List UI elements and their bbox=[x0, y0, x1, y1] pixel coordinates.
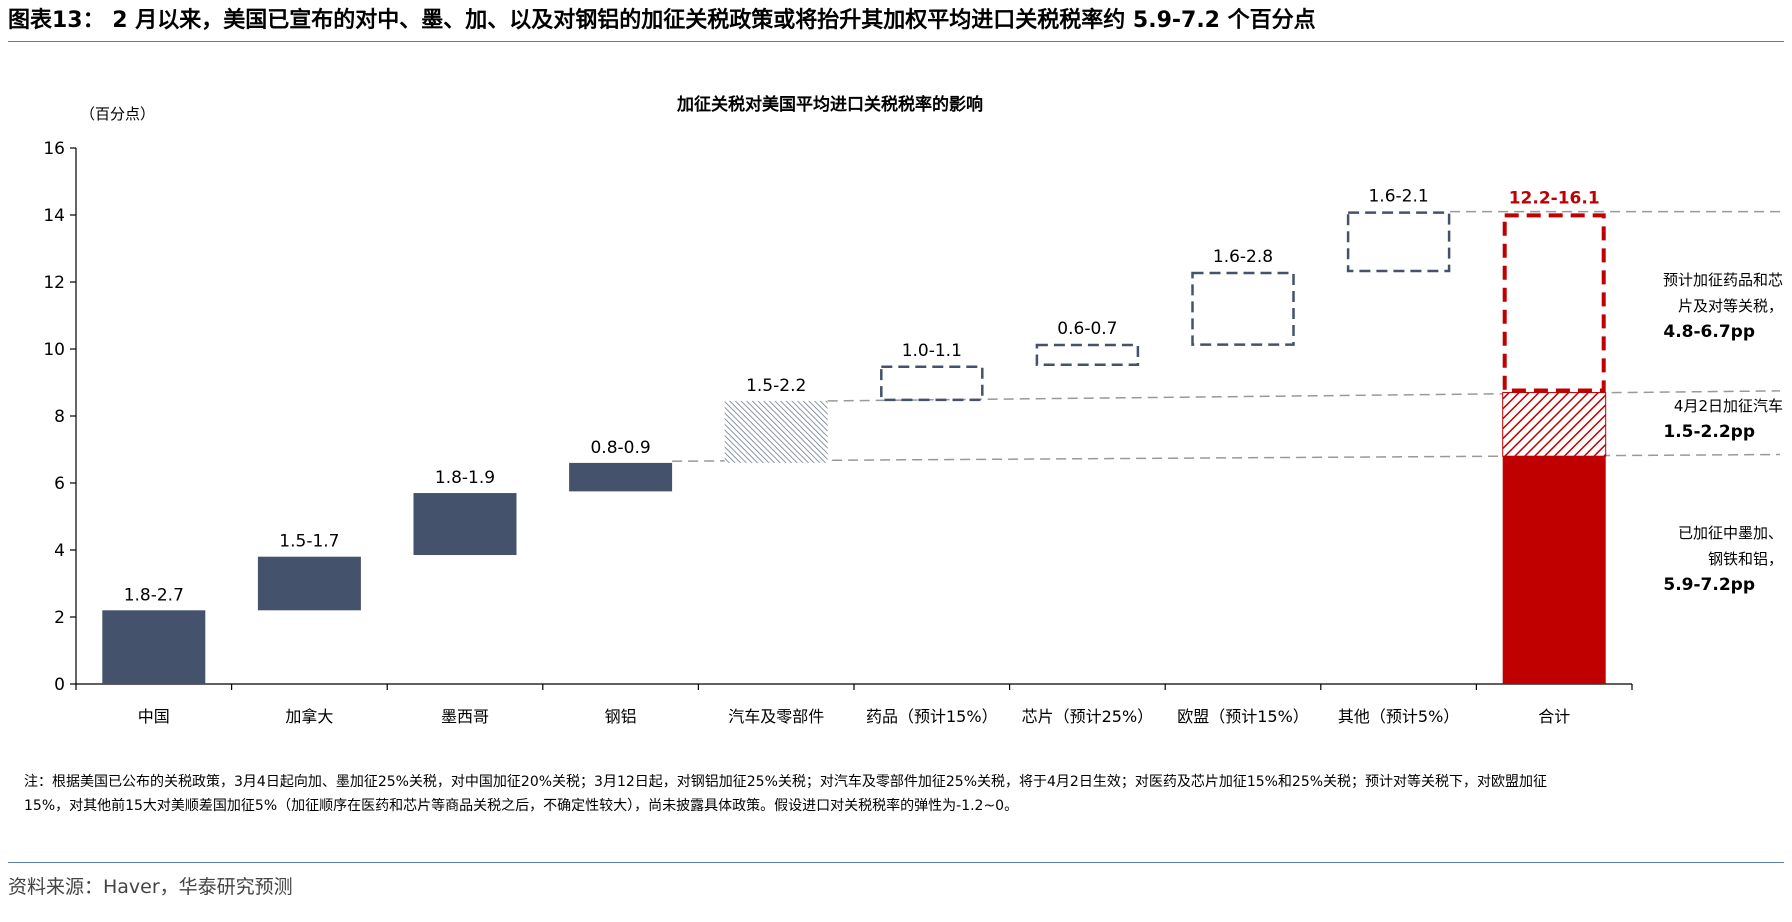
figure-title: 图表13： 2 月以来，美国已宣布的对中、墨、加、以及对钢铝的加征关税政策或将抬… bbox=[8, 8, 1316, 33]
bar-value-label: 1.6-2.1 bbox=[1368, 187, 1428, 207]
source-line: 资料来源：Haver，华泰研究预测 bbox=[8, 876, 293, 898]
x-category-label: 墨西哥 bbox=[441, 707, 489, 726]
total-bar-expected bbox=[1502, 213, 1606, 393]
x-category-label: 合计 bbox=[1538, 707, 1570, 726]
bar-value-label: 12.2-16.1 bbox=[1509, 188, 1600, 208]
waterfall-bar bbox=[413, 493, 517, 556]
y-tick-label: 14 bbox=[43, 206, 65, 226]
chart-title: 加征关税对美国平均进口关税税率的影响 bbox=[676, 94, 983, 115]
waterfall-bar-expected bbox=[1035, 343, 1140, 367]
bar-value-label: 1.0-1.1 bbox=[902, 341, 962, 361]
reference-line-autos bbox=[827, 390, 1781, 402]
bar-value-label: 1.5-1.7 bbox=[279, 532, 339, 552]
waterfall-bar-expected bbox=[1346, 211, 1451, 273]
annotation-text: 4月2日加征汽车 bbox=[1674, 397, 1783, 415]
total-bar-enacted bbox=[1502, 456, 1606, 684]
reference-line-enacted bbox=[672, 453, 1781, 462]
y-tick-label: 16 bbox=[43, 139, 65, 159]
bar-value-label: 1.5-2.2 bbox=[746, 376, 806, 396]
footnote: 注：根据美国已公布的关税政策，3月4日起向加、墨加征25%关税，对中国加征20%… bbox=[24, 774, 1548, 814]
waterfall-bar bbox=[569, 462, 673, 492]
y-axis-unit-label: （百分点） bbox=[80, 105, 155, 123]
total-bar-autos bbox=[1502, 392, 1607, 457]
x-category-label: 欧盟（预计15%） bbox=[1177, 707, 1309, 726]
y-tick-label: 2 bbox=[54, 608, 65, 628]
annotation-text: 已加征中墨加、 bbox=[1678, 524, 1783, 542]
bar-value-label: 1.8-2.7 bbox=[124, 585, 184, 605]
annotation-value: 1.5-2.2pp bbox=[1663, 422, 1755, 442]
y-tick-label: 8 bbox=[54, 407, 65, 427]
annotation-text: 钢铁和铝， bbox=[1708, 550, 1783, 568]
bar-value-label: 1.8-1.9 bbox=[435, 468, 495, 488]
bar-value-label: 1.6-2.8 bbox=[1213, 247, 1273, 267]
x-category-label: 芯片（预计25%） bbox=[1022, 707, 1154, 726]
waterfall-bar-expected bbox=[1191, 271, 1295, 346]
y-tick-label: 0 bbox=[54, 675, 65, 695]
y-tick-label: 10 bbox=[43, 340, 65, 360]
waterfall-bar bbox=[102, 610, 206, 684]
x-category-label: 其他（预计5%） bbox=[1338, 707, 1459, 726]
waterfall-bar-hatched bbox=[724, 400, 828, 463]
annotation-text: 片及对等关税， bbox=[1678, 297, 1783, 315]
bar-value-label: 0.8-0.9 bbox=[590, 438, 650, 458]
annotation-text: 预计加征药品和芯 bbox=[1663, 271, 1783, 289]
waterfall-bar bbox=[257, 556, 361, 611]
y-tick-label: 12 bbox=[43, 273, 65, 293]
figure-title-bar: 图表13： 2 月以来，美国已宣布的对中、墨、加、以及对钢铝的加征关税政策或将抬… bbox=[8, 6, 1784, 42]
footer-divider bbox=[8, 862, 1784, 863]
x-category-label: 药品（预计15%） bbox=[866, 707, 998, 726]
bar-value-label: 0.6-0.7 bbox=[1057, 319, 1117, 339]
tariff-waterfall-chart: 加征关税对美国平均进口关税税率的影响 （百分点） 0 2 4 6 8 10 12 14 16 1… bbox=[43, 94, 1783, 726]
waterfall-bar-expected bbox=[880, 365, 984, 402]
y-tick-label: 6 bbox=[54, 474, 65, 494]
y-tick-label: 4 bbox=[54, 541, 65, 561]
annotation-value: 5.9-7.2pp bbox=[1663, 575, 1755, 595]
x-category-label: 中国 bbox=[138, 707, 170, 726]
x-category-label: 钢铝 bbox=[605, 707, 637, 726]
x-category-label: 加拿大 bbox=[285, 707, 333, 726]
annotation-value: 4.8-6.7pp bbox=[1663, 322, 1755, 342]
x-category-label: 汽车及零部件 bbox=[728, 707, 824, 726]
